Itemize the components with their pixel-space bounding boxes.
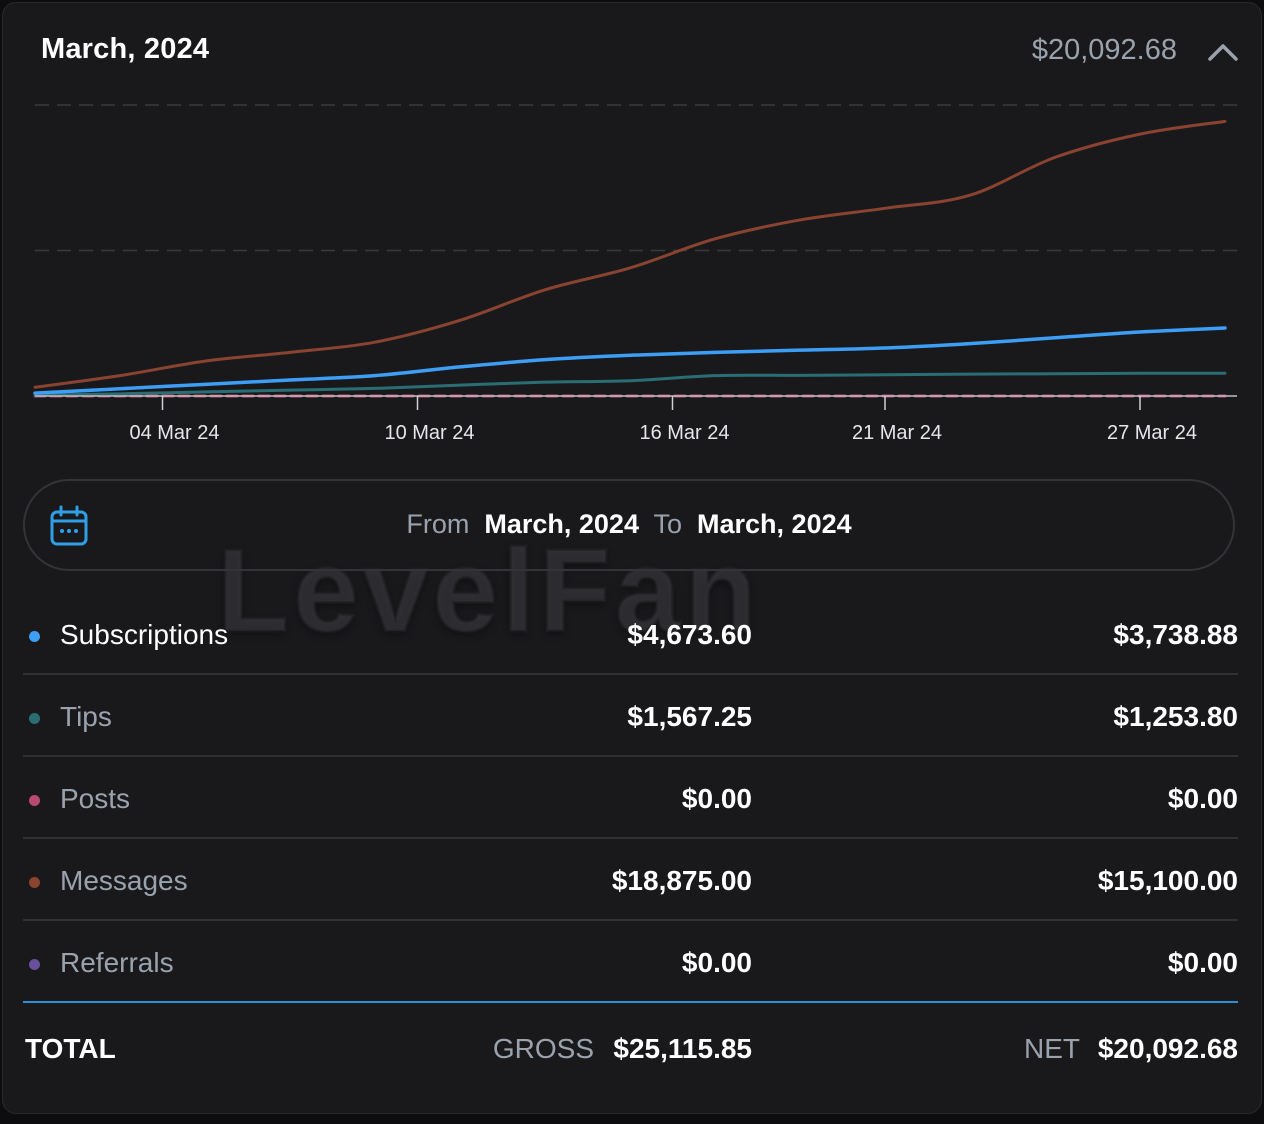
- total-label: TOTAL: [25, 1033, 116, 1064]
- to-label: To: [653, 509, 683, 539]
- row-gross: $4,673.60: [627, 619, 752, 650]
- page-title: March, 2024: [41, 33, 210, 65]
- series-line-messages: [33, 119, 1227, 389]
- row-posts[interactable]: Posts $0.00 $0.00: [23, 757, 1238, 839]
- row-subscriptions[interactable]: Subscriptions $4,673.60 $3,738.88: [23, 593, 1238, 675]
- row-gross: $1,567.25: [627, 701, 752, 732]
- row-net: $3,738.88: [1113, 619, 1238, 650]
- row-messages[interactable]: Messages $18,875.00 $15,100.00: [23, 839, 1238, 921]
- legend-dot: [29, 795, 40, 806]
- chevron-up-icon: [1208, 44, 1238, 61]
- to-value[interactable]: March, 2024: [697, 509, 852, 539]
- collapse-button[interactable]: [1205, 37, 1241, 67]
- legend-dot: [29, 877, 40, 888]
- earnings-list: Subscriptions $4,673.60 $3,738.88 Tips $…: [23, 593, 1238, 1003]
- earnings-line-chart: 04 Mar 24 10 Mar 24 16 Mar 24 21 Mar 24 27 M…: [33, 104, 1237, 444]
- row-tips[interactable]: Tips $1,567.25 $1,253.80: [23, 675, 1238, 757]
- row-label: Posts: [60, 783, 131, 814]
- row-net: $1,253.80: [1113, 701, 1238, 732]
- series-line-subscriptions: [33, 326, 1227, 395]
- date-range-picker[interactable]: From March, 2024 To March, 2024: [23, 479, 1235, 571]
- x-tick-label: 16 Mar 24: [639, 422, 729, 444]
- date-range-text: From March, 2024 To March, 2024: [25, 509, 1233, 540]
- x-tick-label: 21 Mar 24: [852, 422, 942, 444]
- legend-dot: [29, 959, 40, 970]
- from-label: From: [406, 509, 470, 539]
- net-label: NET: [1024, 1033, 1080, 1064]
- row-label: Subscriptions: [60, 619, 229, 650]
- row-label: Referrals: [60, 947, 174, 978]
- row-gross: $0.00: [681, 783, 752, 814]
- total-gross-value: $25,115.85: [613, 1033, 752, 1064]
- x-tick-label: 04 Mar 24: [129, 422, 219, 444]
- series-line-tips: [33, 371, 1227, 397]
- header-total: $20,092.68: [1031, 34, 1177, 66]
- legend-dot: [29, 713, 40, 724]
- row-gross: $18,875.00: [611, 865, 752, 896]
- gross-label: GROSS: [492, 1033, 594, 1064]
- total-net-value: $20,092.68: [1097, 1033, 1238, 1064]
- row-net: $0.00: [1167, 947, 1238, 978]
- row-gross: $0.00: [681, 947, 752, 978]
- row-net: $15,100.00: [1097, 865, 1238, 896]
- row-net: $0.00: [1167, 783, 1238, 814]
- total-row: TOTAL GROSS $25,115.85 NET $20,092.68: [23, 1015, 1238, 1085]
- from-value[interactable]: March, 2024: [484, 509, 639, 539]
- card-header: March, 2024 $20,092.68: [3, 3, 1261, 103]
- x-tick-label: 27 Mar 24: [1107, 422, 1197, 444]
- calendar-icon: [50, 505, 88, 546]
- x-tick-label: 10 Mar 24: [384, 422, 474, 444]
- row-referrals[interactable]: Referrals $0.00 $0.00: [23, 921, 1238, 1003]
- row-label: Tips: [60, 701, 112, 732]
- legend-dot: [29, 631, 40, 642]
- row-label: Messages: [60, 865, 188, 896]
